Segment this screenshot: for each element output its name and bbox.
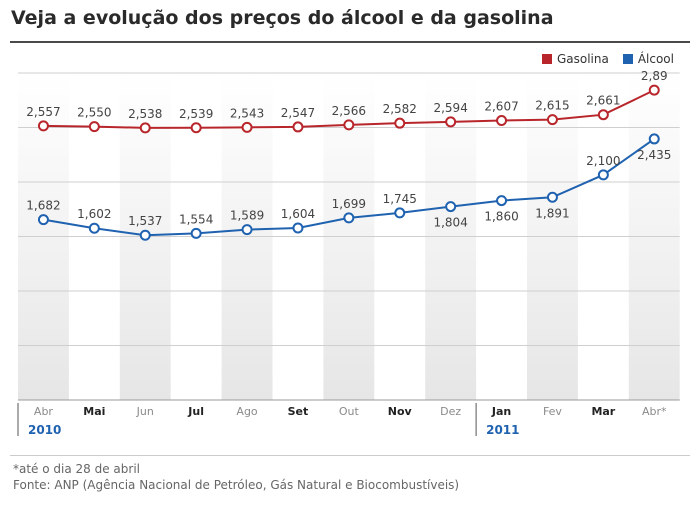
data-label: 1,537 — [128, 214, 162, 228]
data-point — [648, 84, 660, 96]
data-point — [496, 114, 508, 126]
chart-legend: Gasolina Álcool — [541, 52, 674, 66]
x-tick-label: Jan — [491, 405, 511, 418]
data-label: 2,566 — [332, 104, 366, 118]
data-label: 2,615 — [535, 99, 569, 113]
data-label: 2,607 — [484, 99, 518, 113]
data-label: 1,891 — [535, 206, 569, 220]
data-label: 1,745 — [383, 192, 417, 206]
data-point — [190, 122, 202, 134]
x-tick-label: Jun — [136, 405, 154, 418]
title-divider — [10, 41, 690, 43]
data-point — [445, 116, 457, 128]
year-label: 2011 — [486, 423, 519, 437]
x-tick-label: Abr — [34, 405, 54, 418]
data-point — [597, 169, 609, 181]
x-tick-label: Fev — [543, 405, 562, 418]
data-label: 1,804 — [433, 216, 467, 230]
data-label: 2,550 — [77, 106, 111, 120]
data-label: 1,699 — [332, 197, 366, 211]
data-point — [648, 133, 660, 145]
data-point — [597, 109, 609, 121]
x-tick-label: Out — [339, 405, 360, 418]
data-point — [88, 121, 100, 133]
data-point — [139, 122, 151, 134]
legend-swatch-gasolina — [541, 54, 552, 64]
data-label: 1,589 — [230, 209, 264, 223]
data-point — [292, 121, 304, 133]
x-tick-label: Mar — [591, 405, 615, 418]
data-point — [241, 121, 253, 133]
x-tick-label: Abr* — [642, 405, 667, 418]
data-point — [546, 114, 558, 126]
legend-label-gasolina: Gasolina — [556, 52, 609, 66]
data-point — [546, 191, 558, 203]
data-point — [139, 229, 151, 241]
data-label: 2,661 — [586, 94, 620, 108]
data-label: 2,582 — [383, 102, 417, 116]
data-label: 1,682 — [26, 199, 60, 213]
x-tick-label: Set — [288, 405, 309, 418]
data-point — [394, 117, 406, 129]
footnote: *até o dia 28 de abril — [13, 462, 141, 476]
data-point — [37, 214, 49, 226]
data-label: 2,594 — [433, 101, 467, 115]
price-line-chart: 2,557 2,550 2,538 2,539 2,543 2,547 2,566 2,582… — [17, 69, 680, 437]
data-point — [343, 212, 355, 224]
year-label: 2010 — [28, 423, 61, 437]
data-label: 2,538 — [128, 107, 162, 121]
data-point — [292, 222, 304, 234]
data-point — [445, 201, 457, 213]
legend-item-gasolina: Gasolina — [541, 52, 609, 66]
x-tick-label: Dez — [440, 405, 461, 418]
x-tick-label: Ago — [236, 405, 258, 418]
legend-item-alcool: Álcool — [622, 52, 674, 66]
data-label: 2,543 — [230, 106, 264, 120]
data-point — [37, 120, 49, 132]
data-point — [190, 227, 202, 239]
source-note: Fonte: ANP (Agência Nacional de Petróleo… — [13, 478, 460, 492]
data-point — [496, 195, 508, 207]
chart-title: Veja a evolução dos preços do álcool e d… — [11, 7, 554, 29]
data-label: 1,860 — [484, 210, 518, 224]
data-point — [88, 222, 100, 234]
data-point — [241, 224, 253, 236]
data-point — [343, 119, 355, 131]
data-label: 1,554 — [179, 212, 213, 226]
x-tick-label: Jul — [187, 405, 204, 418]
x-tick-label: Nov — [388, 405, 413, 418]
legend-swatch-alcool — [622, 54, 633, 64]
footer-divider — [10, 455, 690, 456]
data-label: 2,547 — [281, 106, 315, 120]
data-label: 2,539 — [179, 107, 213, 121]
legend-label-alcool: Álcool — [637, 52, 674, 66]
data-label: 2,89 — [641, 69, 668, 83]
data-label: 2,557 — [26, 105, 60, 119]
data-point — [394, 207, 406, 219]
data-label: 2,100 — [586, 154, 620, 168]
data-label: 2,435 — [637, 148, 671, 162]
data-label: 1,602 — [77, 207, 111, 221]
x-tick-label: Mai — [83, 405, 105, 418]
data-label: 1,604 — [281, 207, 315, 221]
